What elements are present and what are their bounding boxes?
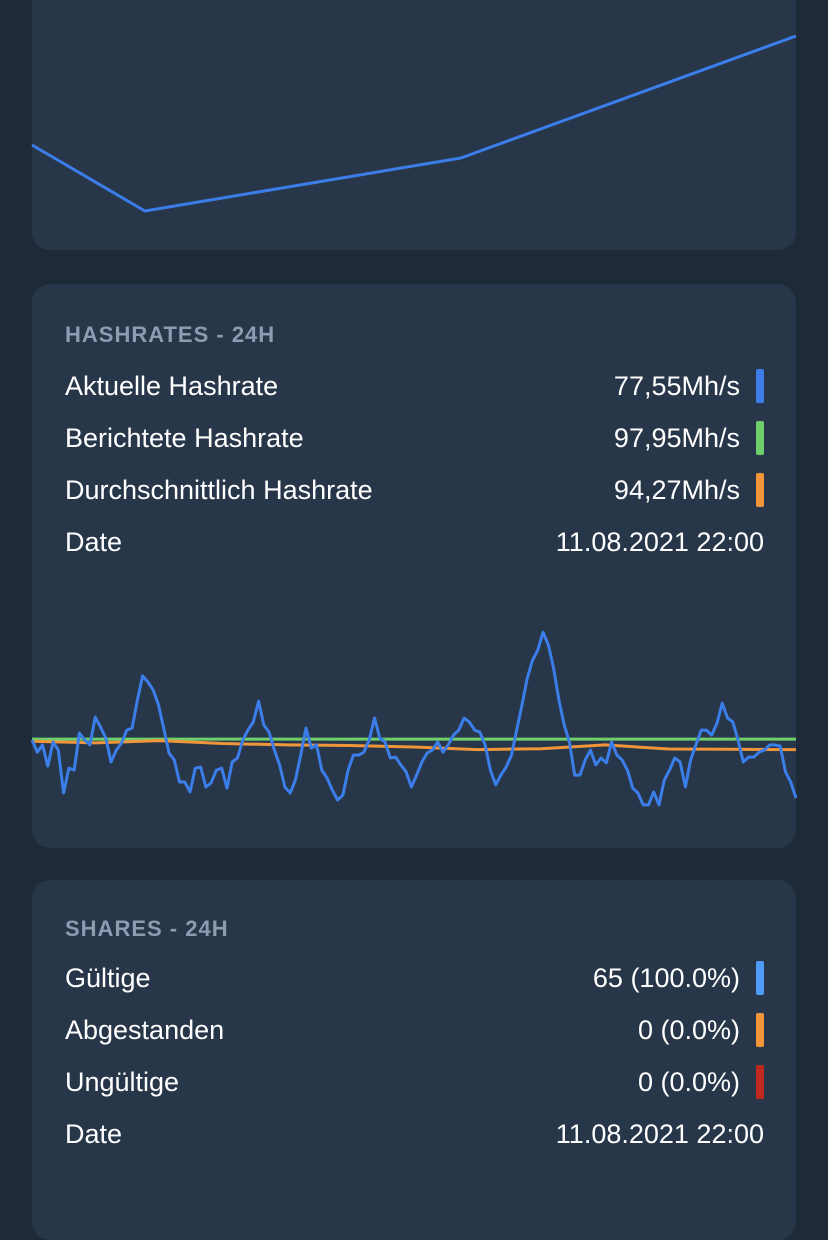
data-line xyxy=(31,739,797,752)
color-indicator xyxy=(756,421,764,455)
section-title: HASHRATES - 24H xyxy=(65,322,276,347)
date-label: Date xyxy=(65,527,123,557)
card-shares xyxy=(32,880,796,1240)
card-hashrates xyxy=(32,284,796,848)
row-label: Ungültige xyxy=(65,1067,180,1097)
color-indicator xyxy=(756,961,764,995)
row-value: 77,55Mh/s xyxy=(613,371,740,401)
row-value: 0 (0.0%) xyxy=(637,1015,740,1045)
row-label: Abgestanden xyxy=(65,1015,225,1045)
row-value: 65 (100.0%) xyxy=(592,963,740,993)
screen: HASHRATES - 24H Aktuelle Hashrate 77,55Mh… xyxy=(30,0,798,1240)
data-line xyxy=(31,34,797,213)
data-line xyxy=(30,630,798,807)
color-indicator xyxy=(756,473,764,507)
row-value: 0 (0.0%) xyxy=(637,1067,740,1097)
row-label: Berichtete Hashrate xyxy=(65,423,304,453)
row-label: Gültige xyxy=(65,963,151,993)
date-label: Date xyxy=(65,1119,123,1149)
top-chart xyxy=(31,34,797,213)
row-label: Aktuelle Hashrate xyxy=(65,371,279,401)
hashrate-chart xyxy=(30,630,798,807)
row-value: 94,27Mh/s xyxy=(613,475,740,505)
color-indicator xyxy=(756,1013,764,1047)
date-value: 11.08.2021 22:00 xyxy=(555,527,764,557)
section-title: SHARES - 24H xyxy=(65,916,229,941)
row-value: 97,95Mh/s xyxy=(613,423,740,453)
color-indicator xyxy=(756,1065,764,1099)
row-label: Durchschnittlich Hashrate xyxy=(65,475,373,505)
color-indicator xyxy=(756,369,764,403)
date-value: 11.08.2021 22:00 xyxy=(555,1119,764,1149)
